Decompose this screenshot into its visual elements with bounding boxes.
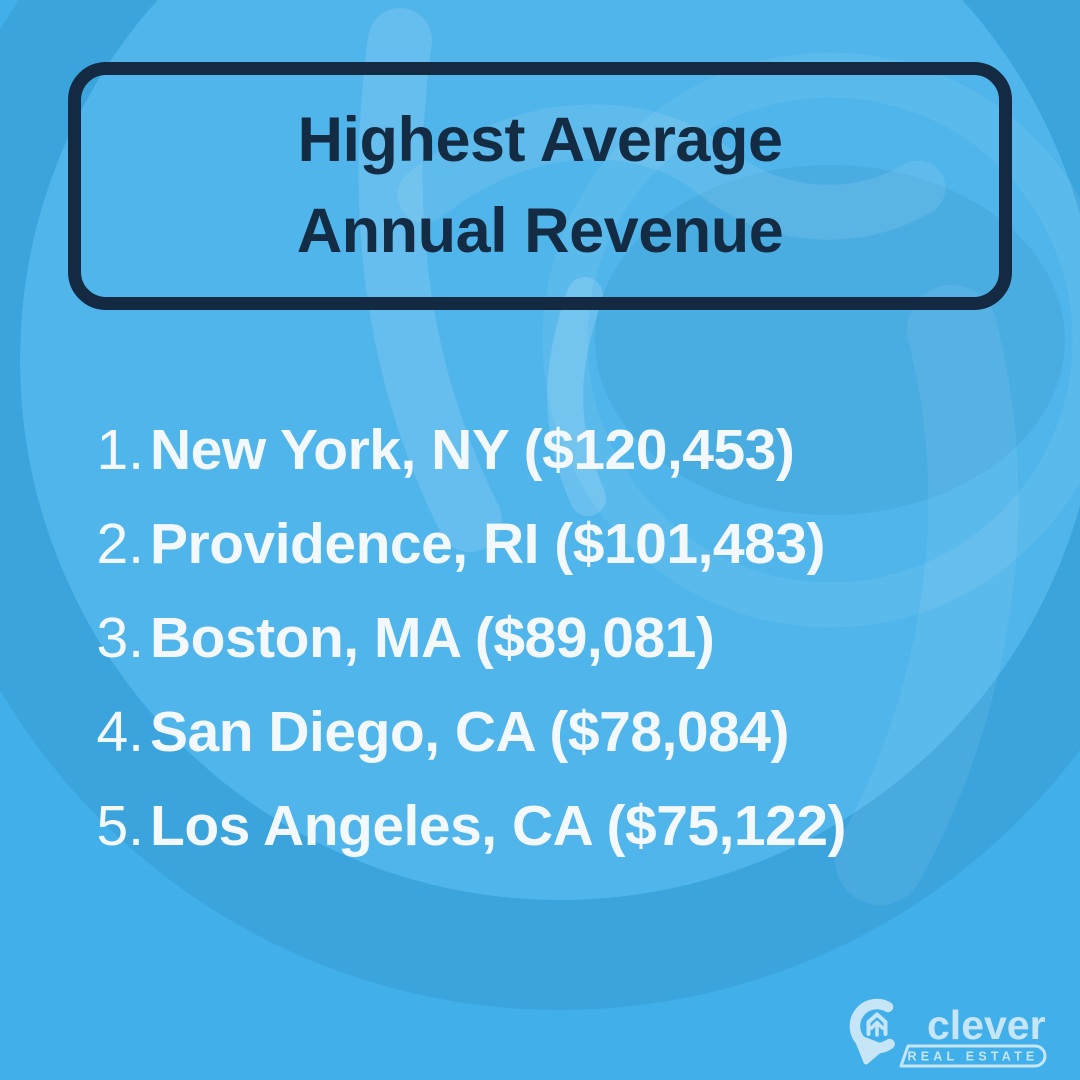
ranking-list: 1. New York, NY ($120,453) 2. Providence… [86, 403, 846, 873]
title-box: Highest Average Annual Revenue [68, 62, 1012, 310]
list-item: 1. New York, NY ($120,453) [86, 403, 846, 497]
page-title-line-1: Highest Average [297, 105, 784, 175]
rank-number: 3. [96, 606, 144, 670]
logo-banner [899, 1044, 1047, 1068]
rank-number: 4. [96, 700, 144, 764]
city-revenue-label: Los Angeles, CA ($75,122) [150, 794, 847, 858]
house-pin-c-icon [849, 998, 895, 1065]
page-title-line-2: Annual Revenue [296, 196, 784, 266]
rank-number: 1. [96, 418, 144, 482]
list-item: 3. Boston, MA ($89,081) [86, 591, 846, 685]
list-item: 4. San Diego, CA ($78,084) [86, 685, 846, 779]
city-revenue-label: Boston, MA ($89,081) [150, 606, 715, 670]
city-revenue-label: San Diego, CA ($78,084) [150, 700, 789, 764]
rank-number: 5. [96, 794, 144, 858]
list-item: 2. Providence, RI ($101,483) [86, 497, 846, 591]
logo-brand-text: clever [927, 1002, 1046, 1048]
city-revenue-label: New York, NY ($120,453) [150, 418, 795, 482]
list-item: 5. Los Angeles, CA ($75,122) [86, 779, 846, 873]
city-revenue-label: Providence, RI ($101,483) [150, 512, 826, 576]
logo-tagline-text: REAL ESTATE [908, 1050, 1039, 1064]
clever-real-estate-logo: clever REAL ESTATE [845, 992, 1061, 1070]
rank-number: 2. [96, 512, 144, 576]
